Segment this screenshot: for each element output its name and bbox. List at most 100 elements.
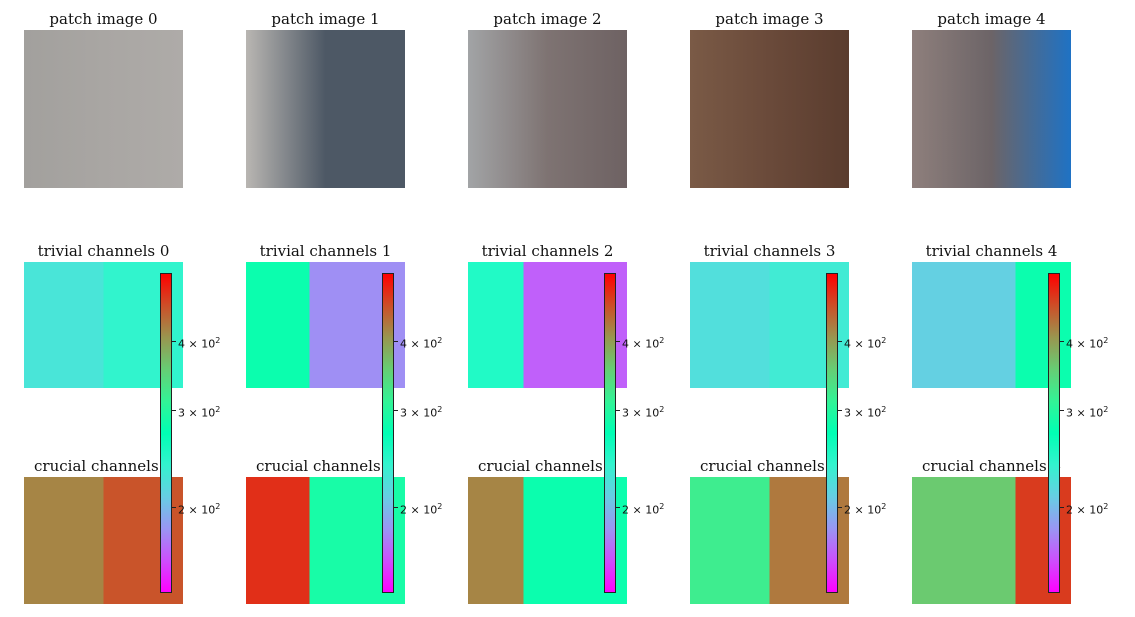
colorbar-tick-label: 2 × 102 xyxy=(622,500,664,517)
tick-label-times: × 10 xyxy=(851,503,882,517)
tick-label-base: 4 xyxy=(178,337,185,351)
trivial-heatmap xyxy=(690,262,849,388)
colorbar-tick xyxy=(172,410,176,411)
colorbar-tick xyxy=(394,341,398,342)
colorbar-tick xyxy=(616,507,620,508)
colorbar xyxy=(382,273,394,593)
colorbar-tick-label: 3 × 102 xyxy=(844,403,886,420)
tick-label-times: × 10 xyxy=(629,406,660,420)
tick-label-base: 2 xyxy=(400,503,407,517)
colorbar-tick-label: 2 × 102 xyxy=(1066,500,1108,517)
patch-image xyxy=(912,30,1071,188)
patch-image xyxy=(246,30,405,188)
tick-label-base: 2 xyxy=(622,503,629,517)
tick-label-exponent: 2 xyxy=(881,502,887,511)
patch-title: patch image 4 xyxy=(937,10,1046,28)
tick-label-exponent: 2 xyxy=(1103,336,1109,345)
crucial-title: crucial channels 4 xyxy=(922,457,1061,475)
tick-label-times: × 10 xyxy=(185,337,216,351)
colorbar xyxy=(604,273,616,593)
patch-image xyxy=(24,30,183,188)
trivial-title: trivial channels 2 xyxy=(481,242,614,260)
trivial-heatmap xyxy=(246,262,405,388)
colorbar xyxy=(160,273,172,593)
colorbar-tick-label: 3 × 102 xyxy=(400,403,442,420)
colorbar-tick xyxy=(838,507,842,508)
colorbar xyxy=(1048,273,1060,593)
tick-label-times: × 10 xyxy=(1073,337,1104,351)
crucial-heatmap xyxy=(690,477,849,604)
tick-label-exponent: 2 xyxy=(1103,502,1109,511)
tick-label-base: 3 xyxy=(400,406,407,420)
crucial-heatmap xyxy=(246,477,405,604)
crucial-heatmap xyxy=(468,477,627,604)
tick-label-exponent: 2 xyxy=(659,502,665,511)
tick-label-base: 3 xyxy=(178,406,185,420)
tick-label-exponent: 2 xyxy=(659,336,665,345)
colorbar-tick-label: 2 × 102 xyxy=(178,500,220,517)
tick-label-exponent: 2 xyxy=(215,336,221,345)
crucial-title: crucial channels 3 xyxy=(700,457,839,475)
tick-label-exponent: 2 xyxy=(437,336,443,345)
colorbar-tick xyxy=(1060,507,1064,508)
trivial-title: trivial channels 1 xyxy=(259,242,392,260)
colorbar-tick xyxy=(616,410,620,411)
tick-label-times: × 10 xyxy=(629,337,660,351)
crucial-heatmap xyxy=(24,477,183,604)
tick-label-times: × 10 xyxy=(1073,406,1104,420)
patch-title: patch image 2 xyxy=(493,10,602,28)
tick-label-exponent: 2 xyxy=(215,405,221,414)
tick-label-exponent: 2 xyxy=(437,502,443,511)
patch-image xyxy=(468,30,627,188)
crucial-title: crucial channels 1 xyxy=(256,457,395,475)
tick-label-base: 4 xyxy=(844,337,851,351)
tick-label-times: × 10 xyxy=(851,406,882,420)
colorbar-tick-label: 3 × 102 xyxy=(178,403,220,420)
tick-label-base: 4 xyxy=(400,337,407,351)
trivial-title: trivial channels 3 xyxy=(703,242,836,260)
trivial-title: trivial channels 4 xyxy=(925,242,1058,260)
tick-label-base: 4 xyxy=(1066,337,1073,351)
trivial-title: trivial channels 0 xyxy=(37,242,170,260)
colorbar-tick xyxy=(838,410,842,411)
colorbar-tick xyxy=(838,341,842,342)
tick-label-times: × 10 xyxy=(407,406,438,420)
tick-label-times: × 10 xyxy=(629,503,660,517)
tick-label-base: 3 xyxy=(622,406,629,420)
patch-title: patch image 3 xyxy=(715,10,824,28)
colorbar xyxy=(826,273,838,593)
tick-label-times: × 10 xyxy=(185,503,216,517)
tick-label-times: × 10 xyxy=(851,337,882,351)
tick-label-exponent: 2 xyxy=(437,405,443,414)
tick-label-exponent: 2 xyxy=(659,405,665,414)
tick-label-base: 2 xyxy=(844,503,851,517)
trivial-heatmap xyxy=(912,262,1071,388)
colorbar-tick xyxy=(394,507,398,508)
colorbar-tick xyxy=(1060,410,1064,411)
tick-label-times: × 10 xyxy=(185,406,216,420)
tick-label-times: × 10 xyxy=(1073,503,1104,517)
patch-image xyxy=(690,30,849,188)
tick-label-exponent: 2 xyxy=(881,336,887,345)
colorbar-tick-label: 3 × 102 xyxy=(622,403,664,420)
crucial-title: crucial channels 2 xyxy=(478,457,617,475)
tick-label-times: × 10 xyxy=(407,503,438,517)
tick-label-base: 3 xyxy=(844,406,851,420)
trivial-heatmap xyxy=(468,262,627,388)
tick-label-exponent: 2 xyxy=(881,405,887,414)
colorbar-tick xyxy=(394,410,398,411)
colorbar-tick-label: 2 × 102 xyxy=(844,500,886,517)
patch-title: patch image 1 xyxy=(271,10,380,28)
colorbar-tick-label: 4 × 102 xyxy=(622,334,664,351)
tick-label-exponent: 2 xyxy=(215,502,221,511)
colorbar-tick-label: 4 × 102 xyxy=(844,334,886,351)
tick-label-base: 3 xyxy=(1066,406,1073,420)
tick-label-exponent: 2 xyxy=(1103,405,1109,414)
tick-label-base: 2 xyxy=(1066,503,1073,517)
tick-label-times: × 10 xyxy=(407,337,438,351)
colorbar-tick-label: 3 × 102 xyxy=(1066,403,1108,420)
colorbar-tick xyxy=(172,341,176,342)
colorbar-tick-label: 2 × 102 xyxy=(400,500,442,517)
colorbar-tick xyxy=(616,341,620,342)
trivial-heatmap xyxy=(24,262,183,388)
